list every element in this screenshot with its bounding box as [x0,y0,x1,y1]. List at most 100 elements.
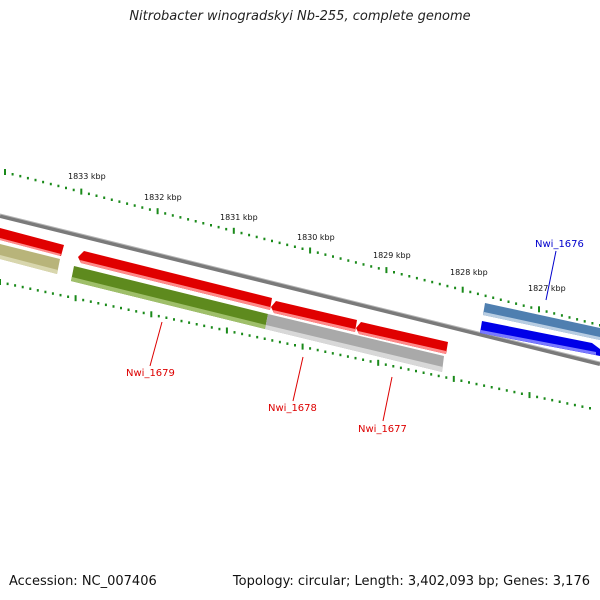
outer-minor-tick [118,200,121,203]
inner-major-tick [0,279,1,285]
outer-minor-tick [72,188,75,192]
outer-minor-tick [454,286,457,290]
inner-minor-tick [324,350,327,353]
gene-feature-olive-left[interactable] [0,244,60,274]
outer-minor-tick [507,300,510,303]
inner-major-tick [301,343,304,350]
gene-arrow-nwi-1677-b[interactable] [356,322,448,354]
inner-minor-tick [256,335,259,339]
inner-minor-tick [392,365,395,368]
inner-minor-tick [475,382,478,386]
outer-minor-tick [545,310,548,313]
outer-minor-tick [332,255,334,258]
outer-minor-tick [377,267,380,270]
inner-minor-tick [384,363,387,366]
inner-minor-tick [14,284,17,287]
inner-minor-tick [536,395,539,399]
inner-minor-tick [120,306,122,310]
reverse-gene-band [78,251,600,356]
inner-major-tick [377,359,380,366]
gene-label-nwi-1679[interactable]: Nwi_1679 [126,368,175,379]
gene-feature-green[interactable] [71,266,268,329]
outer-minor-tick [103,196,106,199]
inner-minor-tick [581,405,584,408]
tick-label-1830: 1830 kbp [297,233,335,242]
outer-minor-tick [141,206,144,209]
outer-minor-tick [568,316,571,319]
outer-major-tick [461,286,464,293]
lower-gene-band [0,244,444,372]
inner-minor-tick [82,298,85,302]
outer-minor-tick [95,194,98,197]
outer-minor-tick [408,275,411,278]
inner-minor-tick [218,327,221,331]
inner-minor-tick [51,292,54,295]
outer-major-tick [309,247,312,254]
inner-minor-tick [589,407,591,410]
outer-minor-tick [576,318,579,321]
gene-arrow-nwi-1677-a[interactable] [271,301,357,332]
outer-major-tick [156,208,159,215]
gene-label-nwi-1677[interactable]: Nwi_1677 [358,424,407,435]
gene-highlight [480,330,596,355]
outer-minor-tick [263,237,266,241]
gene-highlight [273,310,355,332]
inner-minor-tick [233,331,236,334]
outer-minor-tick [362,263,365,266]
inner-minor-tick [195,323,198,326]
inner-minor-tick [21,285,24,289]
outer-minor-tick [515,302,518,305]
outer-minor-tick [469,290,472,294]
outer-minor-tick [110,198,113,201]
inner-minor-tick [505,389,508,392]
gene-highlight [265,325,443,372]
inner-minor-tick [59,293,62,297]
gene-feature-left-red[interactable] [0,228,64,256]
outer-minor-tick [194,220,197,223]
leader-line-nwi-1677 [382,376,393,422]
inner-minor-tick [165,316,168,319]
inner-minor-tick [468,381,470,384]
inner-minor-tick [142,311,145,315]
gene-label-nwi-1676[interactable]: Nwi_1676 [535,239,584,250]
summary-text: Topology: circular; Length: 3,402,093 bp… [232,574,590,589]
gene-label-nwi-1678[interactable]: Nwi_1678 [268,403,317,414]
outer-minor-tick [87,192,90,196]
gene-arrow-nwi-1678[interactable] [78,251,272,310]
tick-label-1829: 1829 kbp [373,251,411,260]
inner-minor-tick [89,300,92,303]
inner-minor-tick [430,373,433,376]
inner-minor-tick [157,314,160,318]
outer-minor-tick [49,182,52,186]
gene-highlight [358,331,446,354]
inner-minor-tick [369,360,372,363]
inner-minor-tick [573,403,576,407]
outer-minor-tick [240,231,243,235]
inner-minor-tick [286,342,289,345]
outer-minor-tick [42,180,45,184]
leader-line-nwi-1678 [292,356,304,402]
inner-minor-tick [498,387,501,391]
outer-minor-tick [560,314,563,317]
outer-major-tick [538,306,540,313]
inner-minor-tick [407,368,410,371]
outer-minor-tick [57,184,60,188]
inner-minor-tick [309,347,312,350]
inner-minor-tick [241,332,244,336]
outer-major-tick [80,188,83,195]
inner-minor-tick [210,326,213,329]
inner-minor-tick [551,398,554,402]
leader-line-nwi-1676 [545,250,557,301]
tick-label-1833: 1833 kbp [68,172,106,181]
inner-minor-tick [558,400,561,403]
outer-minor-tick [492,296,495,299]
outer-major-tick [232,227,235,234]
inner-minor-tick [180,319,183,323]
inner-minor-tick [29,287,32,290]
outer-minor-tick [202,222,205,225]
outer-minor-tick [415,276,418,280]
inner-minor-tick [112,305,115,308]
outer-minor-tick [522,304,525,307]
